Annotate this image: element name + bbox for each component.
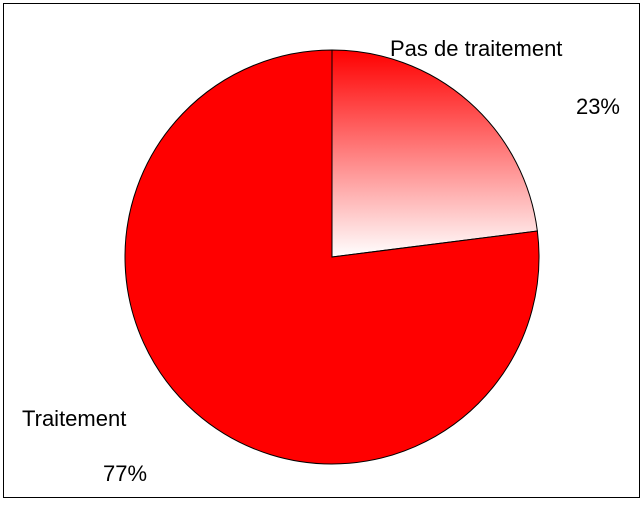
pie-slice (124, 49, 540, 465)
slice-value-label: 77% (103, 461, 147, 486)
pie-slice (331, 49, 538, 258)
slice-label: Traitement (22, 406, 126, 431)
slice-label: Pas de traitement (390, 36, 562, 61)
slice-value-label: 23% (576, 94, 620, 119)
